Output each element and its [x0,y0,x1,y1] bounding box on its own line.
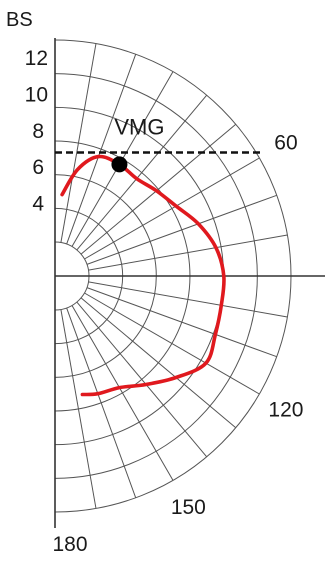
grid-spoke [84,157,260,260]
grid-spoke [80,297,237,429]
grid-spoke [88,281,288,318]
grid-spoke [71,305,174,481]
grid-spoke [86,287,277,358]
angle-tick-label: 120 [268,398,303,421]
grid-spoke [86,194,277,265]
angle-tick-label: 150 [171,496,206,519]
grid-spoke [76,94,208,251]
grid-spoke [88,234,288,271]
angle-tick-label: 60 [274,132,297,155]
grid-spoke [76,301,208,458]
y-tick-label: 6 [32,156,44,179]
chart-axes [54,38,325,528]
vmg-label: VMG [114,114,164,139]
grid-spoke [66,54,137,245]
grid-spoke [80,123,237,255]
y-tick-label: 10 [25,83,48,106]
grid-spoke [60,43,97,243]
y-tick-label: 4 [32,192,44,215]
grid-spoke [84,292,260,395]
vmg-point [111,156,128,173]
y-tick-label: 8 [32,120,44,143]
y-tick-label: 12 [25,47,48,70]
angle-tick-label: 180 [52,533,87,556]
grid-spoke [60,309,97,509]
grid-spoke [66,307,137,498]
y-axis-label: BS [6,9,33,31]
chart-labels: BS 4 6 8 10 12 60 120 150 180 VMG [6,9,303,556]
series-layer [55,151,262,397]
